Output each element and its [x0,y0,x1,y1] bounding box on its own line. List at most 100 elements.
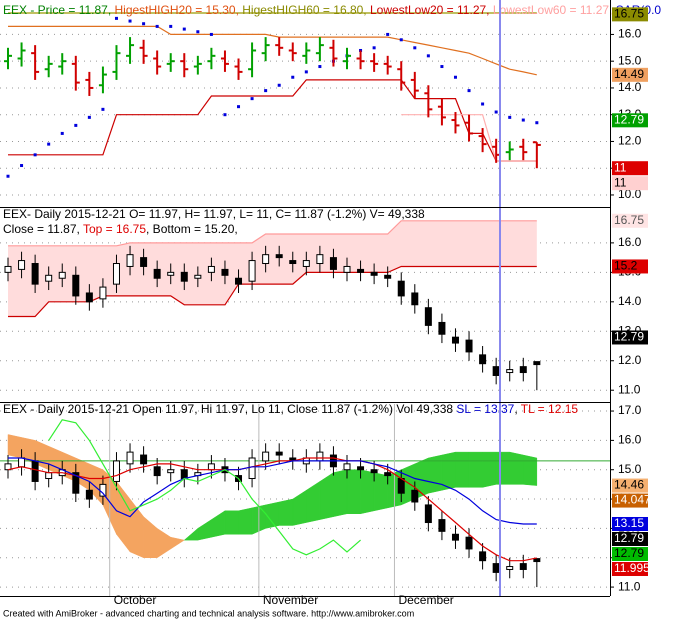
candle-body [289,260,297,265]
value-marker-label: 11 [614,160,627,174]
candle-body [126,254,134,267]
cloud-segment [509,451,524,485]
candle-body [506,369,514,374]
sar-dot [481,102,485,106]
value-marker-label: 14.0475 [614,493,658,507]
candle-body [194,274,202,279]
sar-dot [223,113,227,117]
candle-body [180,271,188,282]
cloud-segment [523,454,538,486]
candle-body [357,466,365,471]
sar-dot [47,142,51,146]
x-tick-label: November [263,593,318,607]
candle-body [316,254,324,265]
candle-body [45,274,53,282]
candle-body [275,254,283,259]
y-tick-label: 16.0 [618,235,642,249]
candle-body [18,457,26,468]
sar-dot [521,118,525,122]
value-marker-label: 15.2 [614,259,638,273]
value-marker [612,161,648,176]
candle-body [72,472,80,494]
sar-dot [250,97,254,101]
value-marker [612,7,648,22]
sar-dot [467,89,471,93]
candle-body [18,260,26,270]
sar-dot [535,121,539,125]
sar-dot [74,123,78,127]
value-marker-label: 11.995 [614,561,650,575]
value-marker-label: 12.79 [614,330,644,344]
value-marker [612,176,648,191]
y-tick-label: 11.0 [618,382,641,396]
candle-body [221,268,229,276]
candle-body [397,478,405,494]
title-part: , Bottom = 15.20, [146,222,238,236]
pane-title: EEX - Price = 11.87, HigestHIGH20 = 15.3… [3,3,661,17]
cloud-segment [495,451,510,485]
indicator-line [8,265,537,318]
y-tick-label: 14.0 [618,294,642,308]
title-part: TL = 12.15 [521,402,579,416]
cloud-segment [278,498,294,526]
candle-body [248,260,256,282]
candle-body [167,469,175,474]
candle-body [140,257,148,267]
title-part: SL = 13.37 [456,402,514,416]
cloud-segment [346,469,361,514]
y-tick-label: 15.0 [618,462,642,476]
candle-body [153,268,161,279]
title-part: EEX - Daily 2015-12-21 Open 11.97, Hi 11… [3,402,456,416]
candle-body [506,566,514,570]
sar-dot [142,22,146,26]
indicator-line [8,457,537,525]
y-tick-label: 12.0 [618,353,642,367]
cloud-segment [224,510,239,535]
candle-body [248,457,256,480]
candle-body [180,469,188,480]
y-tick-label: 16.0 [618,433,642,447]
cloud-segment [468,451,483,488]
candle-body [479,551,487,562]
value-marker-label: 14.49 [614,67,644,81]
pane-title: Close = 11.87, Top = 16.75, Bottom = 15.… [3,222,238,236]
cloud-segment [373,472,388,512]
indicator-line [8,79,537,162]
title-part: LowestLow60 = 11.27, [493,3,616,17]
candle-body [31,460,39,482]
candle-body [397,280,405,297]
value-marker [612,213,648,228]
candle-body [492,563,500,573]
y-tick-label: 17.0 [618,403,642,417]
sar-dot [101,107,105,111]
value-marker-label: 16.75 [614,213,644,227]
sar-dot [304,70,308,74]
value-marker-label: 12.79 [614,112,644,126]
candle-body [533,361,541,366]
y-tick-label: 16.0 [618,27,642,41]
candle-body [72,274,80,297]
candle-body [411,489,419,503]
value-marker-label: 13.15 [614,516,644,530]
value-marker-label: 12.79 [614,531,644,545]
value-marker [612,478,648,493]
sar-dot [291,75,295,79]
candle-body [424,307,432,326]
value-marker [612,259,648,274]
sar-dot [196,30,200,34]
candle-body [112,460,120,482]
sar-dot [413,46,417,50]
candle-body [357,268,365,273]
candle-body [519,366,527,374]
sar-dot [20,164,24,168]
cloud-segment [441,451,456,491]
candle-body [167,271,175,276]
value-marker [612,330,648,345]
title-part: EEX - Price = 11.87, [3,3,115,17]
title-part: HigestHIGH60 = 16.80, [242,3,370,17]
candle-body [438,321,446,335]
value-marker-label: 12.79 [614,546,644,560]
candle-body [411,292,419,306]
